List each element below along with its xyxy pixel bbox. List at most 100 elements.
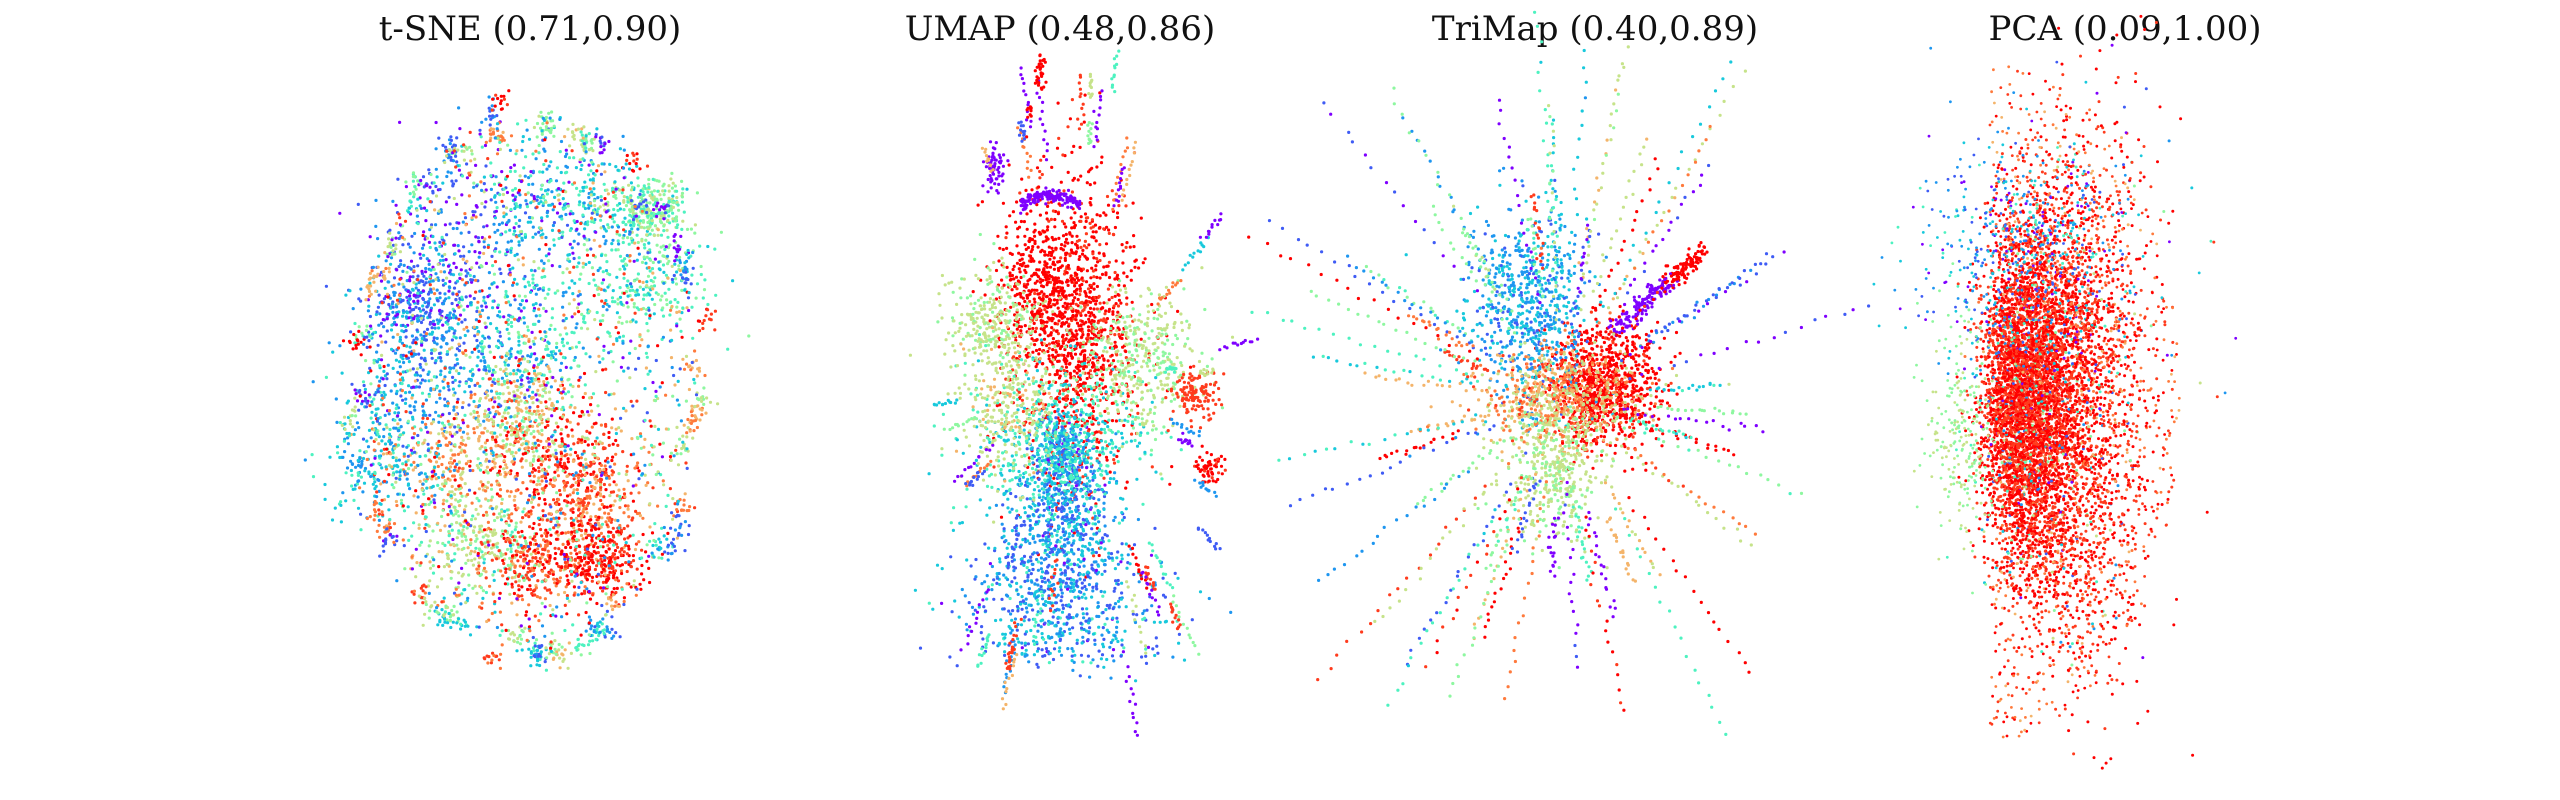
scatter-point — [502, 94, 506, 98]
scatter-point — [527, 603, 531, 607]
scatter-point — [545, 167, 549, 171]
scatter-point — [468, 633, 473, 637]
scatter-point — [377, 323, 381, 327]
scatter-point — [622, 511, 626, 515]
scatter-point — [484, 261, 488, 265]
scatter-point — [590, 624, 594, 628]
scatter-point — [538, 287, 542, 291]
scatter-point — [392, 276, 397, 280]
scatter-point — [671, 181, 675, 185]
scatter-point — [489, 487, 494, 491]
scatter-point — [391, 243, 396, 247]
scatter-point — [408, 390, 412, 394]
scatter-point — [680, 533, 684, 538]
scatter-point — [423, 379, 427, 383]
scatter-point — [618, 147, 623, 151]
scatter-point — [571, 251, 575, 255]
scatter-point — [534, 532, 539, 536]
scatter-point — [660, 211, 664, 215]
scatter-point — [551, 453, 555, 457]
scatter-point — [413, 185, 417, 189]
scatter-point — [425, 327, 430, 331]
scatter-point — [524, 573, 528, 577]
scatter-point — [435, 318, 439, 322]
scatter-point — [452, 604, 456, 609]
scatter-point — [622, 233, 626, 238]
scatter-point — [625, 469, 629, 473]
scatter-point — [613, 499, 617, 503]
scatter-point — [354, 414, 358, 418]
scatter-point — [682, 503, 686, 507]
scatter-point — [577, 203, 581, 207]
scatter-point — [502, 536, 506, 541]
scatter-point — [394, 358, 398, 362]
scatter-point — [579, 130, 583, 134]
scatter-point — [705, 396, 709, 400]
scatter-point — [637, 252, 642, 256]
scatter-point — [590, 442, 595, 446]
scatter-point — [360, 462, 364, 466]
scatter-point — [518, 218, 522, 223]
scatter-point — [553, 546, 557, 550]
scatter-point — [494, 175, 498, 179]
scatter-point — [479, 524, 484, 528]
scatter-point — [471, 210, 475, 214]
scatter-point — [457, 460, 461, 465]
scatter-point — [605, 456, 610, 460]
scatter-point — [531, 322, 536, 326]
scatter-point — [499, 233, 503, 237]
scatter-point — [525, 512, 529, 516]
scatter-point — [665, 537, 669, 541]
scatter-point — [417, 385, 421, 389]
scatter-point — [453, 443, 457, 447]
scatter-point — [484, 200, 488, 204]
scatter-point — [514, 489, 518, 493]
scatter-point — [327, 341, 331, 345]
scatter-point — [380, 393, 384, 398]
scatter-point — [622, 276, 626, 280]
scatter-point — [431, 529, 435, 533]
scatter-point — [602, 468, 606, 472]
scatter-point — [667, 259, 671, 263]
scatter-point — [426, 372, 430, 376]
scatter-point — [416, 274, 420, 278]
scatter-point — [545, 539, 549, 543]
scatter-point — [539, 187, 543, 191]
scatter-point — [412, 265, 416, 269]
scatter-point — [607, 573, 611, 577]
scatter-point — [356, 458, 360, 463]
scatter-point — [586, 327, 590, 331]
scatter-point — [518, 634, 522, 638]
scatter-point — [642, 243, 647, 247]
scatter-point — [539, 110, 543, 114]
scatter-point — [659, 205, 664, 209]
scatter-point — [607, 225, 611, 230]
scatter-point — [541, 509, 545, 513]
scatter-point — [602, 631, 606, 636]
scatter-point — [537, 114, 541, 118]
scatter-point — [496, 395, 501, 399]
scatter-point — [542, 373, 546, 377]
scatter-point — [491, 306, 495, 310]
scatter-point — [586, 521, 590, 526]
scatter-point — [482, 295, 486, 299]
scatter-point — [435, 288, 439, 292]
scatter-point — [650, 196, 654, 200]
scatter-point — [362, 481, 367, 485]
scatter-point — [451, 273, 456, 277]
scatter-point — [550, 407, 554, 411]
scatter-point — [610, 469, 614, 473]
scatter-point — [573, 406, 577, 410]
scatter-point — [348, 340, 352, 345]
scatter-point — [604, 520, 608, 524]
scatter-point — [641, 187, 645, 191]
scatter-point — [498, 433, 503, 437]
scatter-point — [443, 282, 447, 286]
scatter-point — [543, 531, 547, 535]
scatter-point — [670, 264, 674, 268]
scatter-point — [387, 412, 391, 416]
scatter-point — [518, 385, 522, 389]
scatter-point — [588, 518, 592, 522]
scatter-point — [400, 389, 404, 393]
scatter-point — [481, 483, 485, 487]
